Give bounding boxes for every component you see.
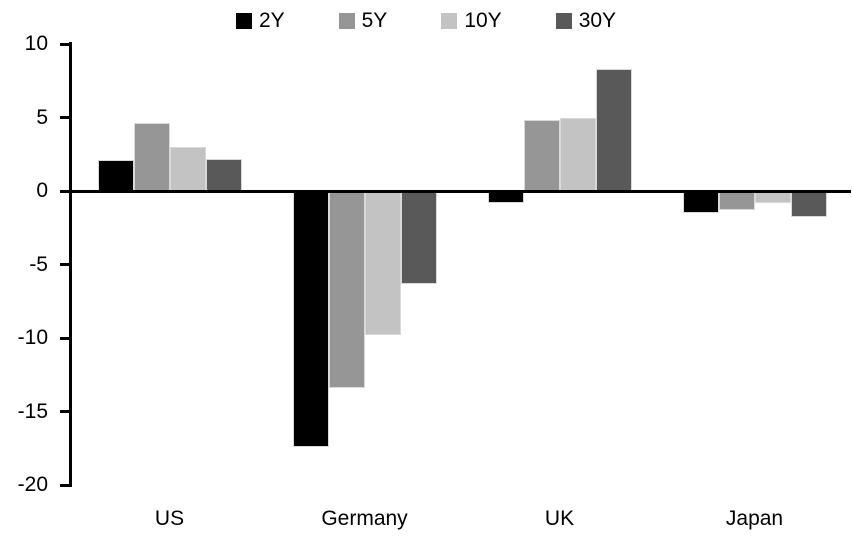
x-axis-label-us: US (154, 507, 185, 530)
bar-uk-30y (595, 68, 632, 191)
bar-japan-5y (718, 191, 755, 211)
legend-item-10y: 10Y (441, 9, 502, 32)
x-axis-label-uk: UK (544, 507, 575, 530)
y-axis-tick (60, 336, 69, 340)
bar-germany-2y (292, 191, 329, 447)
legend-label: 2Y (258, 9, 285, 32)
y-axis-tick-label: 10 (24, 32, 48, 55)
y-axis-tick-label: 5 (36, 105, 48, 129)
legend-label: 30Y (578, 9, 617, 32)
x-axis-label-germany: Germany (321, 507, 408, 530)
y-axis-tick-label: -20 (17, 473, 48, 496)
bar-us-30y (205, 158, 242, 191)
y-axis-tick (60, 116, 69, 119)
y-axis-tick-label: -15 (17, 399, 48, 423)
y-axis-tick-label: 0 (36, 179, 48, 202)
bar-uk-2y (487, 191, 524, 203)
y-axis-tick-label: -5 (29, 252, 48, 276)
y-axis-tick (60, 263, 69, 266)
legend-item-5y: 5Y (338, 9, 388, 32)
legend-swatch-2y (235, 13, 252, 29)
legend-label: 10Y (464, 9, 502, 32)
y-axis-line (69, 42, 72, 487)
legend-swatch-30y (555, 13, 572, 29)
bar-germany-10y (364, 191, 401, 336)
bar-uk-5y (523, 120, 560, 191)
legend-swatch-5y (338, 13, 355, 29)
bar-japan-30y (790, 191, 827, 218)
bar-germany-30y (400, 191, 437, 284)
y-axis-tick-label: -10 (17, 326, 48, 349)
legend-label: 5Y (361, 9, 388, 32)
legend-item-2y: 2Y (235, 9, 285, 32)
bar-japan-2y (682, 191, 719, 214)
legend-swatch-10y (441, 13, 458, 29)
bar-japan-10y (754, 191, 791, 203)
y-axis-tick (60, 42, 69, 46)
chart-legend: 2Y 5Y 10Y 30Y (0, 10, 852, 32)
y-axis-tick (60, 189, 69, 193)
y-axis-tick (60, 410, 69, 413)
bar-us-2y (97, 160, 134, 191)
y-axis-tick (60, 483, 69, 487)
bar-uk-10y (559, 117, 596, 191)
bar-us-5y (133, 123, 170, 191)
zero-axis-line (69, 189, 851, 193)
bar-germany-5y (328, 191, 365, 388)
legend-item-30y: 30Y (555, 9, 617, 32)
bar-us-10y (169, 146, 206, 191)
x-axis-label-japan: Japan (725, 507, 784, 530)
